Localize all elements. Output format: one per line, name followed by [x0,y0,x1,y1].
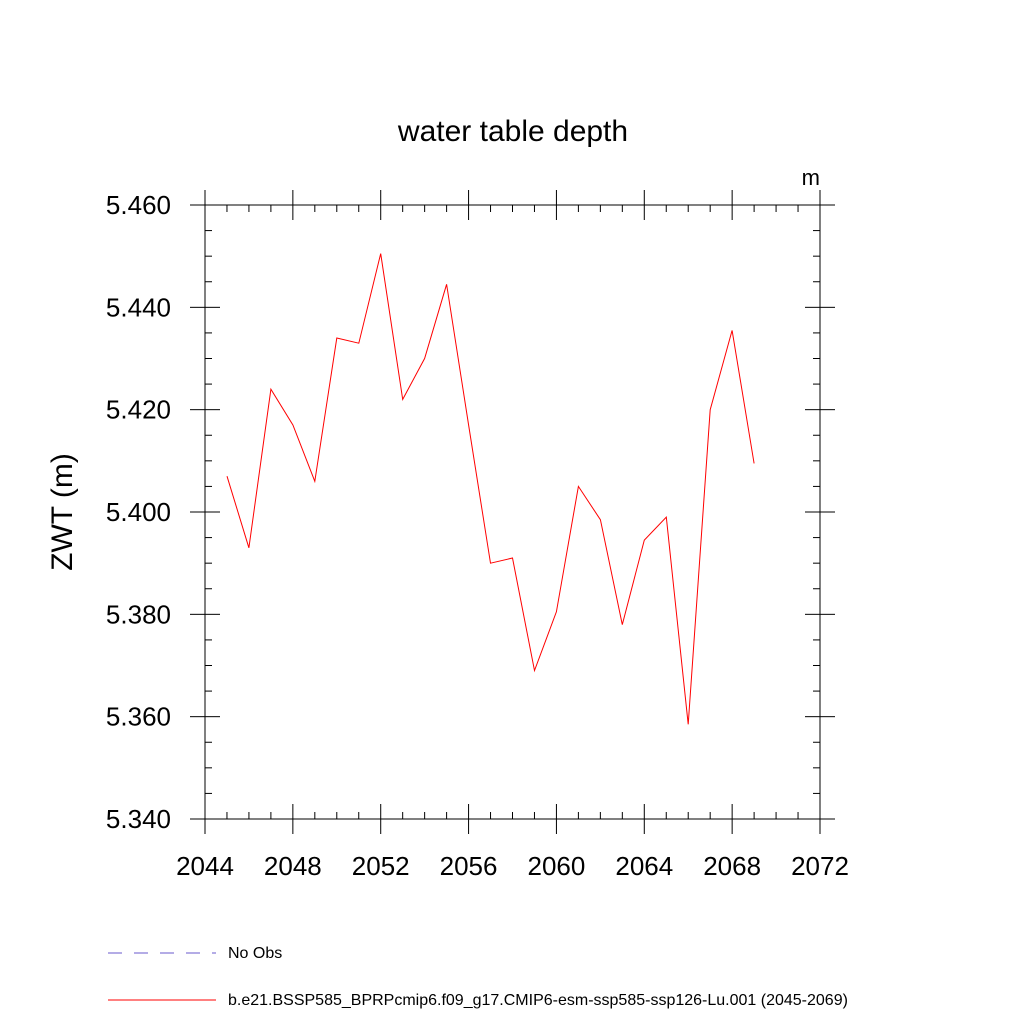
y-tick-label: 5.400 [106,497,171,527]
x-tick-label: 2056 [440,851,498,881]
y-axis-label: ZWT (m) [46,453,79,571]
series-line-0 [226,253,755,725]
x-tick-label: 2064 [615,851,673,881]
ticks: 2044 2048 2052 2056 2060 2064 2068 2072 5.340 5.3… [106,190,849,881]
y-tick-label: 5.440 [106,292,171,322]
y-tick-label: 5.460 [106,190,171,220]
series-layer [226,253,755,725]
x-tick-label: 2072 [791,851,849,881]
x-tick-label: 2044 [176,851,234,881]
x-tick-label: 2052 [352,851,410,881]
x-tick-label: 2068 [703,851,761,881]
y-tick-label: 5.340 [106,804,171,834]
y-tick-label: 5.360 [106,702,171,732]
y-tick-label: 5.380 [106,599,171,629]
y-tick-label: 5.420 [106,395,171,425]
chart-title: water table depth [397,115,628,148]
x-tick-label: 2048 [264,851,322,881]
x-tick-label: 2060 [528,851,586,881]
units-label: m [802,165,820,190]
legend: No Obs b.e21.BSSP585_BPRPcmip6.f09_g17.C… [108,945,848,1009]
plot-frame [204,204,821,820]
legend-model-label: b.e21.BSSP585_BPRPcmip6.f09_g17.CMIP6-es… [228,992,848,1009]
legend-no-obs-label: No Obs [228,945,282,962]
